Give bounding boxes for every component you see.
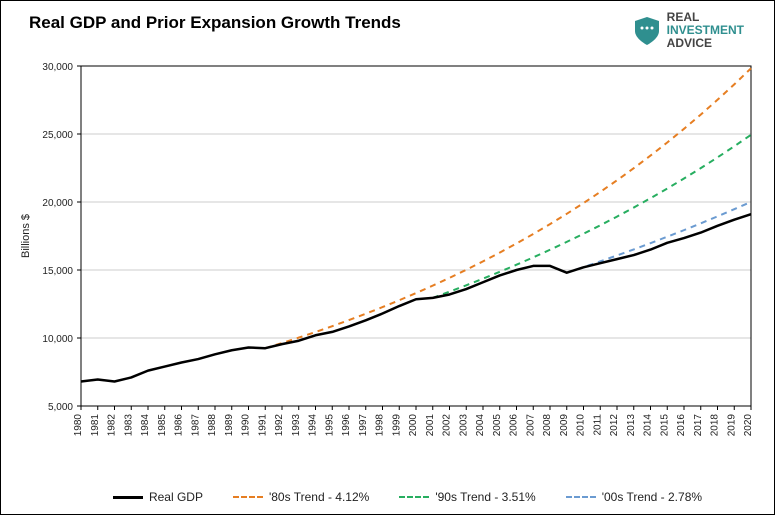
svg-text:2009: 2009	[559, 414, 570, 437]
svg-text:2008: 2008	[542, 414, 553, 437]
svg-text:1991: 1991	[257, 414, 268, 437]
svg-text:1998: 1998	[375, 414, 386, 437]
svg-text:1986: 1986	[174, 414, 185, 437]
legend-label: Real GDP	[149, 490, 203, 504]
svg-text:1996: 1996	[341, 414, 352, 437]
svg-text:2002: 2002	[442, 414, 453, 437]
svg-text:2005: 2005	[492, 414, 503, 437]
svg-text:1982: 1982	[107, 414, 118, 437]
svg-text:1983: 1983	[123, 414, 134, 437]
svg-text:1999: 1999	[391, 414, 402, 437]
legend-item-90s: '90s Trend - 3.51%	[399, 490, 535, 504]
legend-item-real-gdp: Real GDP	[113, 490, 203, 504]
svg-text:1988: 1988	[207, 414, 218, 437]
svg-text:2020: 2020	[743, 414, 754, 437]
svg-text:15,000: 15,000	[42, 266, 73, 277]
svg-text:2012: 2012	[609, 414, 620, 437]
legend: Real GDP '80s Trend - 4.12% '90s Trend -…	[61, 490, 754, 504]
svg-text:1995: 1995	[324, 414, 335, 437]
svg-text:2017: 2017	[693, 414, 704, 437]
svg-text:2018: 2018	[710, 414, 721, 437]
svg-text:2015: 2015	[659, 414, 670, 437]
brand-text: REAL INVESTMENT ADVICE	[667, 11, 744, 51]
svg-text:1987: 1987	[190, 414, 201, 437]
legend-label: '80s Trend - 4.12%	[269, 490, 369, 504]
plot-area: 5,000 10,000 15,000 20,000 25,000 30,000 Billi…	[11, 51, 764, 464]
svg-text:2007: 2007	[525, 414, 536, 437]
svg-text:2019: 2019	[726, 414, 737, 437]
svg-text:2003: 2003	[458, 414, 469, 437]
svg-text:2006: 2006	[509, 414, 520, 437]
svg-text:2016: 2016	[676, 414, 687, 437]
legend-label: '90s Trend - 3.51%	[435, 490, 535, 504]
svg-text:20,000: 20,000	[42, 198, 73, 209]
legend-swatch-90s	[399, 496, 429, 498]
svg-text:1985: 1985	[157, 414, 168, 437]
svg-text:25,000: 25,000	[42, 130, 73, 141]
svg-text:2000: 2000	[408, 414, 419, 437]
legend-swatch-80s	[233, 496, 263, 498]
brand-word-1: REAL	[667, 10, 700, 24]
legend-label: '00s Trend - 2.78%	[602, 490, 702, 504]
line-chart: 5,000 10,000 15,000 20,000 25,000 30,000 Billi…	[11, 51, 766, 466]
svg-text:2011: 2011	[592, 414, 603, 436]
legend-swatch-00s	[566, 496, 596, 498]
svg-text:2010: 2010	[576, 414, 587, 437]
svg-text:5,000: 5,000	[48, 402, 73, 413]
svg-text:1984: 1984	[140, 414, 151, 437]
shield-icon	[633, 15, 661, 47]
svg-text:1989: 1989	[224, 414, 235, 437]
legend-item-00s: '00s Trend - 2.78%	[566, 490, 702, 504]
svg-text:30,000: 30,000	[42, 62, 73, 73]
svg-text:2001: 2001	[425, 414, 436, 437]
chart-container: Real GDP and Prior Expansion Growth Tren…	[0, 0, 775, 515]
svg-text:1993: 1993	[291, 414, 302, 437]
svg-text:1981: 1981	[90, 414, 101, 437]
svg-text:2014: 2014	[643, 414, 654, 437]
svg-text:10,000: 10,000	[42, 334, 73, 345]
brand-logo: REAL INVESTMENT ADVICE	[633, 11, 744, 51]
svg-text:1980: 1980	[73, 414, 84, 437]
svg-text:2013: 2013	[626, 414, 637, 437]
svg-text:1992: 1992	[274, 414, 285, 437]
svg-text:1990: 1990	[241, 414, 252, 437]
svg-text:Billions $: Billions $	[20, 214, 32, 258]
brand-word-2: INVESTMENT	[667, 23, 744, 37]
svg-text:1997: 1997	[358, 414, 369, 437]
chart-title: Real GDP and Prior Expansion Growth Tren…	[29, 13, 401, 33]
brand-word-3: ADVICE	[667, 36, 712, 50]
legend-item-80s: '80s Trend - 4.12%	[233, 490, 369, 504]
svg-text:1994: 1994	[308, 414, 319, 437]
legend-swatch-solid	[113, 496, 143, 499]
svg-text:2004: 2004	[475, 414, 486, 437]
